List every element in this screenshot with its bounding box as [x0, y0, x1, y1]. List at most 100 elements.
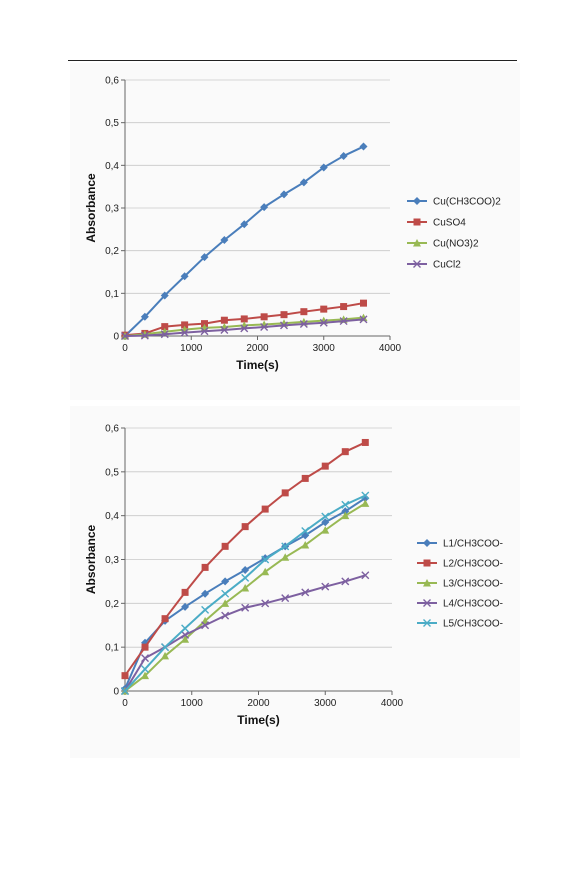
data-point: [181, 635, 190, 643]
data-point: [181, 630, 190, 639]
gridlines: [125, 427, 392, 648]
data-point: [300, 308, 308, 316]
data-point: [281, 553, 290, 561]
data-point: [320, 305, 328, 313]
data-point: [341, 511, 350, 520]
legend-entry: Cu(CH3COO)2: [407, 197, 501, 208]
legend-marker: [413, 218, 421, 226]
legend-marker: [413, 260, 421, 268]
legend-entry: L5/CH3COO-: [417, 619, 503, 630]
series-5: [121, 491, 370, 695]
data-point: [241, 573, 250, 582]
series-2: [121, 438, 369, 680]
series-line: [124, 502, 366, 692]
x-axis-title: Time(s): [236, 358, 278, 372]
data-point: [280, 190, 288, 199]
data-point: [220, 236, 229, 244]
data-point: [361, 491, 370, 500]
series-1: [121, 142, 368, 340]
data-point: [201, 621, 210, 630]
y-tick-label: 0,6: [105, 76, 119, 87]
data-point: [221, 577, 230, 586]
legend-entry: L4/CH3COO-: [417, 599, 503, 610]
legend-entry: L2/CH3COO-: [417, 559, 503, 570]
data-point: [361, 499, 370, 507]
data-point: [261, 599, 270, 608]
data-point: [260, 203, 269, 212]
data-point: [180, 328, 189, 337]
data-point: [200, 327, 209, 336]
data-point: [360, 299, 367, 307]
legend-label: L5/CH3COO-: [443, 619, 503, 630]
series-3: [121, 499, 370, 695]
y-axis-title: Absorbance: [84, 525, 98, 595]
legend-entry: Cu(NO3)2: [407, 239, 479, 250]
data-point: [201, 320, 208, 328]
x-tick-label: 0: [122, 698, 128, 709]
data-point: [220, 316, 228, 324]
data-point: [240, 324, 249, 333]
y-tick-label: 0,3: [105, 555, 119, 566]
data-point: [260, 323, 269, 332]
y-tick-label: 0,4: [105, 161, 119, 172]
legend-label: CuCl2: [433, 260, 461, 271]
data-point: [200, 253, 209, 262]
data-point: [301, 531, 310, 540]
data-point: [201, 589, 210, 598]
data-point: [181, 588, 189, 596]
data-point: [301, 474, 309, 482]
y-tick-label: 0: [113, 687, 119, 698]
x-tick-label: 2000: [247, 698, 270, 709]
data-point: [181, 624, 190, 633]
data-point: [161, 323, 169, 331]
legend-marker: [413, 197, 421, 205]
data-point: [280, 311, 288, 319]
x-tick-label: 3000: [314, 698, 337, 709]
series-line: [124, 145, 364, 337]
data-point: [340, 303, 348, 311]
data-point: [341, 577, 350, 586]
data-point: [299, 178, 308, 187]
legend-entry: L1/CH3COO-: [417, 539, 503, 550]
data-point: [161, 643, 170, 652]
data-point: [301, 541, 310, 549]
data-point: [160, 330, 169, 339]
y-tick-label: 0,5: [105, 467, 119, 478]
data-point: [241, 583, 250, 592]
data-point: [321, 526, 330, 534]
data-point: [141, 665, 150, 674]
data-point: [321, 462, 329, 470]
data-point: [321, 512, 330, 521]
y-tick-label: 0,5: [105, 118, 119, 129]
x-tick-label: 0: [122, 343, 128, 354]
legend-label: L2/CH3COO-: [443, 559, 503, 570]
data-point: [301, 588, 310, 597]
data-point: [339, 317, 348, 326]
x-axis-title: Time(s): [237, 713, 279, 727]
legend-label: L4/CH3COO-: [443, 599, 503, 610]
y-axis-title: Absorbance: [84, 173, 98, 243]
data-point: [341, 500, 350, 509]
gridlines: [125, 79, 390, 294]
x-tick-label: 3000: [313, 343, 336, 354]
data-point: [201, 605, 210, 614]
data-point: [281, 594, 290, 603]
data-point: [221, 589, 230, 598]
data-point: [181, 321, 189, 329]
data-point: [299, 320, 308, 329]
data-point: [261, 554, 270, 563]
data-point: [281, 542, 290, 551]
chart-panel-1: 0 0,1 0,2 0,3 0,4 0,5 0,6 0 1000 2000 3000 4000 Time…: [70, 63, 520, 400]
y-tick-label: 0,2: [105, 599, 119, 610]
data-point: [321, 518, 330, 527]
x-tick-label: 2000: [246, 343, 269, 354]
data-point: [240, 220, 249, 229]
data-point: [141, 654, 150, 663]
data-point: [141, 643, 149, 651]
data-point: [141, 671, 150, 680]
data-point: [221, 542, 229, 550]
legend-label: Cu(CH3COO)2: [433, 197, 501, 208]
x-tick-label: 4000: [381, 698, 404, 709]
data-point: [161, 651, 170, 660]
legend-marker: [423, 559, 431, 567]
